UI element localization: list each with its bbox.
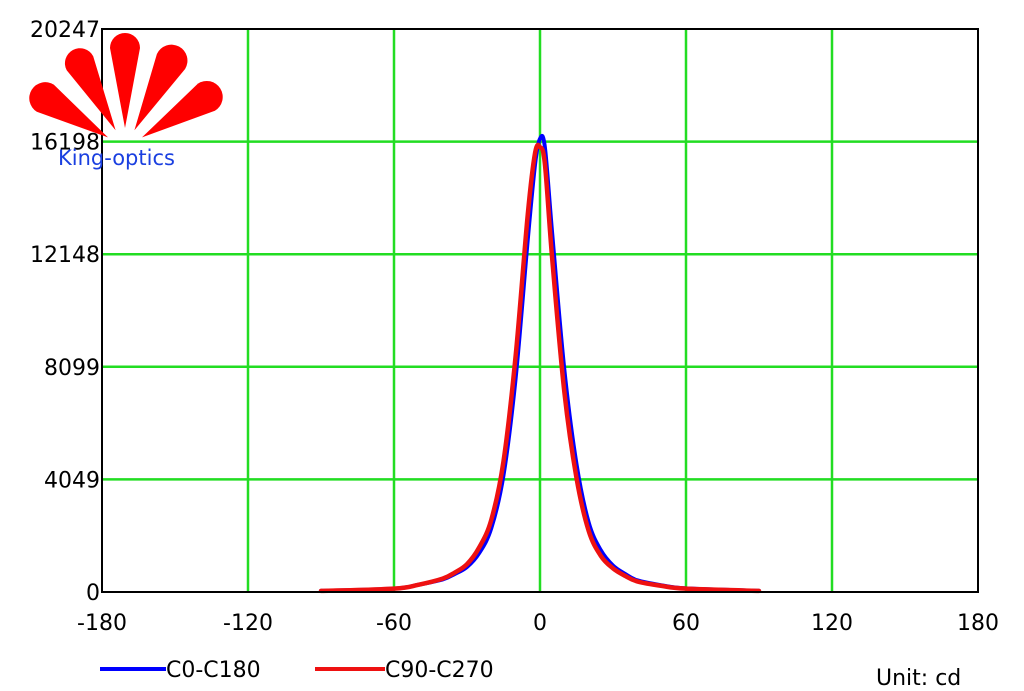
logo-text: King-optics [58, 146, 175, 170]
y-tick-label: 4049 [44, 468, 100, 493]
y-tick-labels: 0 4049 8099 12148 16198 20247 [30, 18, 100, 606]
logo-petal [29, 82, 109, 138]
series-layer [318, 133, 762, 594]
y-tick-label: 20247 [30, 18, 100, 43]
x-tick-label: -60 [376, 611, 412, 636]
king-optics-logo: King-optics [29, 33, 223, 170]
y-tick-label: 0 [86, 581, 100, 606]
y-tick-label: 8099 [44, 356, 100, 381]
x-tick-label: 60 [672, 611, 700, 636]
series-line-c90-c270 [318, 142, 762, 594]
legend-label-c90-c270: C90-C270 [385, 658, 494, 683]
x-tick-label: 180 [957, 611, 999, 636]
x-tick-label: 0 [533, 611, 547, 636]
logo-petal [142, 80, 223, 138]
logo-petals [29, 33, 223, 138]
x-tick-labels: -180 -120 -60 0 60 120 180 [77, 611, 999, 636]
y-tick-label: 12148 [30, 243, 100, 268]
plot-frame [101, 28, 979, 593]
legend: C0-C180 C90-C270 [100, 658, 494, 683]
grid-lines [102, 29, 978, 592]
x-tick-label: -180 [77, 611, 127, 636]
x-tick-label: 120 [811, 611, 853, 636]
legend-label-c0-c180: C0-C180 [166, 658, 261, 683]
logo-petal [110, 33, 140, 128]
x-tick-label: -120 [223, 611, 273, 636]
logo-petal [134, 44, 188, 131]
unit-label: Unit: cd [876, 666, 961, 691]
logo-petal [64, 48, 116, 131]
y-tick-label: 16198 [30, 131, 100, 156]
